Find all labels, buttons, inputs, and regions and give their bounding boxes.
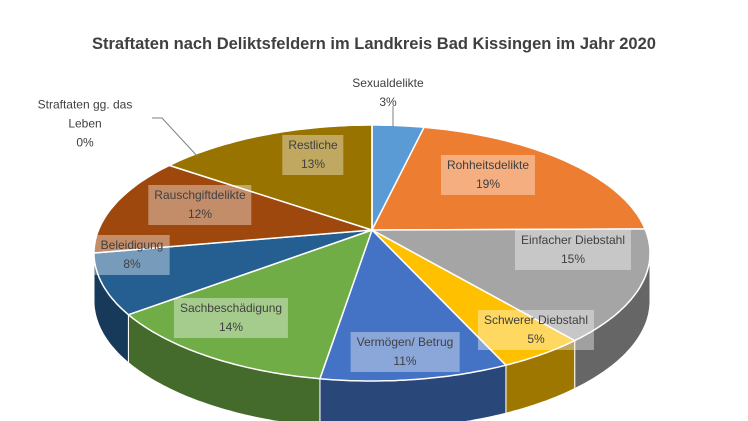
label-schwerer-diebstahl: Schwerer Diebstahl 5% <box>477 310 595 350</box>
pie-slice-8 <box>168 124 373 231</box>
label-beleidigung: Beleidigung 8% <box>94 235 170 275</box>
pie-slice-4 <box>319 229 507 382</box>
label-einfacher-diebstahl: Einfacher Diebstahl 15% <box>514 230 632 270</box>
label-vermoegen-betrug: Vermögen/ Betrug 11% <box>350 332 460 372</box>
pie-slice-2 <box>371 228 651 342</box>
pie-slice-7 <box>93 164 373 254</box>
pie-slice-6 <box>93 229 373 316</box>
chart-title: Straftaten nach Deliktsfeldern im Landkr… <box>92 35 656 53</box>
label-rauschgiftdelikte: Rauschgiftdelikte 12% <box>148 185 252 225</box>
label-sexualdelikte: Sexualdelikte 3% <box>352 76 424 109</box>
label-sachbeschaedigung: Sachbeschädigung 14% <box>173 298 289 338</box>
label-rohheitsdelikte: Rohheitsdelikte 19% <box>440 155 536 195</box>
label-restliche: Restliche 13% <box>282 135 344 175</box>
pie-slice-3 <box>371 229 576 366</box>
label-straftaten-gg-das-leben: Straftaten gg. das Leben 0% <box>37 97 133 150</box>
pie-slice-5 <box>127 229 373 380</box>
pie-slice-1 <box>371 126 646 231</box>
leader-line-leben <box>152 117 199 158</box>
